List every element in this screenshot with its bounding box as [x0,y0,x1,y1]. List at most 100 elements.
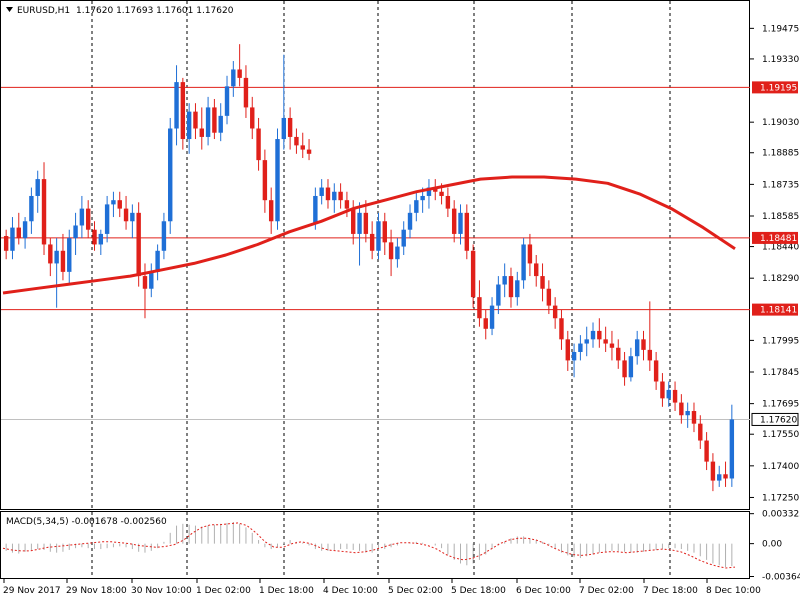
candle [622,351,627,386]
candle-body [489,305,495,329]
level-badge-label: 1.18141 [760,306,797,316]
x-tick-label: 8 Dec 10:00 [706,586,761,596]
candle-body [395,246,400,260]
x-tick-label: 1 Dec 18:00 [259,586,314,596]
triangle-down-icon[interactable] [6,7,13,12]
candle [565,330,570,371]
candle-body [685,411,690,416]
candle [130,204,135,239]
candle-body [666,389,671,399]
candle-body [723,474,728,479]
macd-tick-label: 0.00 [762,540,782,550]
candle [79,195,85,239]
candle [546,280,552,315]
current-price-label: 1.17620 [760,415,797,425]
x-tick-label: 29 Nov 2017 [3,586,61,596]
candle [534,255,539,287]
candle-body [376,221,381,251]
candle [294,128,299,154]
candle [67,229,72,285]
candle [186,103,192,154]
candle [22,217,28,249]
x-tick-label: 7 Dec 02:00 [579,586,634,596]
candle-body [85,208,91,230]
candle-body [104,204,110,234]
candle-body [439,191,444,196]
candle-body [224,86,230,116]
candle-body [186,111,192,140]
candle-body [250,107,255,129]
candle-body [357,212,362,234]
candle-body [628,356,634,378]
candle-body [590,330,596,340]
candle-body [477,297,482,319]
y-tick-label: 1.19475 [762,24,799,34]
candle [338,183,343,209]
candle [136,202,141,287]
candle-body [433,187,438,192]
candle-body [597,330,602,340]
candles [3,44,735,492]
macd-indicator [2,522,736,569]
candle-body [98,233,104,245]
x-tick-label: 30 Nov 10:00 [131,586,192,596]
candle [281,54,287,150]
candle [584,326,589,357]
candle [205,96,211,146]
candle-body [35,179,40,196]
candle-body [565,339,570,361]
x-tick-label: 5 Dec 18:00 [451,586,506,596]
candle-body [3,236,9,251]
candle-body [622,360,627,378]
candle-body [521,244,526,281]
candle [521,238,526,289]
candle [268,187,274,234]
candle [540,263,545,302]
candle [29,187,34,234]
candle-body [338,191,343,201]
level-badge-label: 1.18481 [760,234,797,244]
candle-body [470,250,476,298]
candle-body [73,225,78,239]
candle-body [199,128,204,137]
candle [319,179,324,205]
candle [704,432,709,471]
candle-body [92,229,97,245]
candle [464,204,470,260]
candle [628,347,634,382]
candle-body [48,244,53,264]
y-tick-label: 1.17250 [762,493,799,503]
candle [502,263,507,298]
candle [155,244,160,281]
candle [641,330,646,361]
candle [616,339,621,369]
candle [451,200,457,243]
candle-body [552,305,558,319]
candle [685,402,690,428]
candle-body [67,238,72,272]
y-tick-label: 1.17400 [762,462,799,472]
candle-body [243,77,249,108]
y-tick-label: 1.18585 [762,212,799,222]
candle [357,202,362,266]
candle [3,229,9,260]
candle [527,233,533,277]
level-badge [752,81,798,94]
candle-body [534,263,539,277]
candle-body [275,139,280,222]
candle [382,212,387,255]
x-tick-label: 29 Nov 18:00 [66,586,127,596]
candle-body [142,276,148,289]
candle [35,170,40,213]
candle-body [546,288,552,306]
y-tick-label: 1.19030 [762,118,799,128]
candle-body [445,195,451,209]
candle-body [325,187,331,201]
candle-body [218,115,223,133]
candle-body [319,187,324,196]
candle-body [313,195,318,224]
x-tick-label: 1 Dec 02:00 [196,586,251,596]
candle-body [10,227,15,251]
candle [48,238,53,277]
